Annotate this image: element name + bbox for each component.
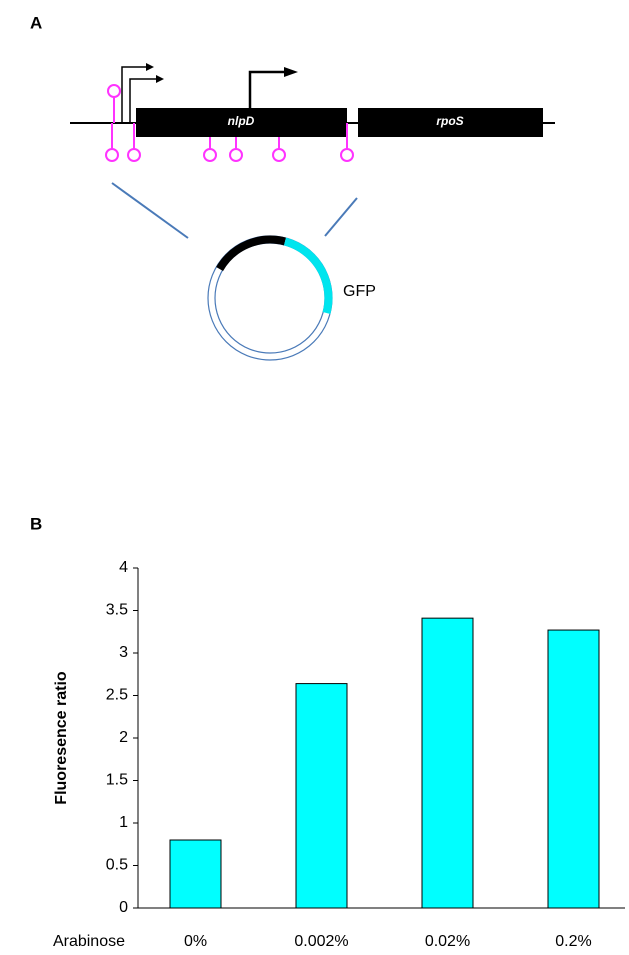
bar bbox=[422, 618, 473, 908]
y-tick-label: 0 bbox=[119, 899, 128, 916]
gfp-label: GFP bbox=[343, 283, 376, 300]
x-tick-label: 0% bbox=[184, 933, 207, 950]
y-tick-label: 3.5 bbox=[106, 602, 128, 619]
gfp-arc bbox=[285, 242, 328, 314]
y-tick-label: 1 bbox=[119, 814, 128, 831]
y-tick-label: 4 bbox=[119, 559, 128, 576]
clone-line bbox=[112, 183, 188, 238]
y-tick-label: 3 bbox=[119, 644, 128, 661]
y-axis-title: Fluoresence ratio bbox=[53, 671, 70, 805]
x-axis-title: Arabinose bbox=[53, 933, 125, 950]
x-tick-label: 0.2% bbox=[555, 933, 591, 950]
figure: A nlpD rpoS GFP bbox=[0, 0, 629, 955]
panel-b: B Fluoresence ratio Arabinose 0 0.5 1 1.5 2 2… bbox=[30, 514, 625, 950]
y-tick-label: 2.5 bbox=[106, 687, 128, 704]
y-tick-label: 2 bbox=[119, 729, 128, 746]
x-tick-label: 0.002% bbox=[294, 933, 348, 950]
bar bbox=[296, 684, 347, 908]
y-tick-label: 1.5 bbox=[106, 772, 128, 789]
bar bbox=[170, 840, 221, 908]
x-tick-label: 0.02% bbox=[425, 933, 470, 950]
clone-line bbox=[325, 198, 357, 236]
insert-arc bbox=[220, 240, 285, 269]
panel-label: A bbox=[30, 13, 42, 32]
panel-a: A nlpD rpoS GFP bbox=[30, 13, 555, 360]
y-tick-label: 0.5 bbox=[106, 857, 128, 874]
gene-label: rpoS bbox=[436, 114, 463, 128]
bar bbox=[548, 630, 599, 908]
panel-label: B bbox=[30, 514, 42, 533]
gene-label: nlpD bbox=[228, 114, 255, 128]
